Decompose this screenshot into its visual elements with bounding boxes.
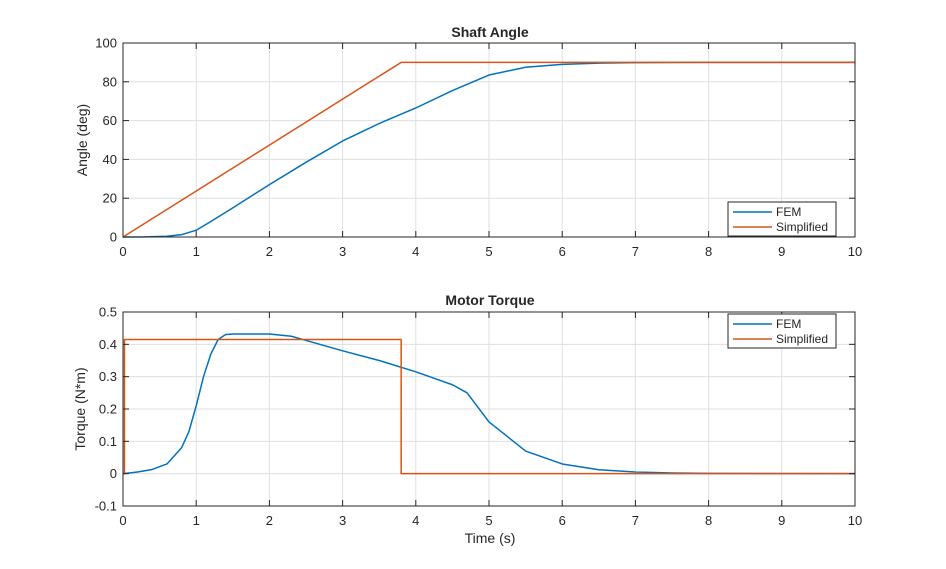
y-tick-label: 40: [103, 152, 117, 167]
x-tick-label: 1: [193, 244, 200, 259]
y-tick-label: 0.3: [99, 369, 117, 384]
x-tick-label: 7: [632, 244, 639, 259]
y-tick-label: -0.1: [95, 499, 117, 514]
x-tick-label: 2: [266, 244, 273, 259]
x-tick-label: 4: [412, 244, 419, 259]
x-tick-label: 5: [485, 513, 492, 528]
y-tick-label: 0.1: [99, 434, 117, 449]
legend-entry-label: FEM: [776, 205, 801, 219]
series-line-fem: [122, 333, 856, 475]
shaft-angle-chart: Shaft Angle Angle (deg) 0 1 2 3 4 5 6 7 8 9 100204…: [74, 24, 862, 259]
y-tick-label: 0: [110, 230, 117, 245]
y-tick-label: 60: [103, 113, 117, 128]
series-line-fem: [122, 61, 855, 238]
x-tick-label: 6: [559, 513, 566, 528]
x-tick-label: 3: [339, 244, 346, 259]
x-tick-label: 8: [705, 244, 712, 259]
y-tick-label: 100: [95, 36, 117, 51]
legend-entry-label: FEM: [776, 317, 801, 331]
y-tick-label: 0.5: [99, 305, 117, 320]
y-axis-label: Angle (deg): [74, 104, 90, 176]
x-tick-label: 0: [119, 513, 126, 528]
legend-entry-label: Simplified: [776, 332, 828, 346]
x-tick-label: 3: [339, 513, 346, 528]
motor-torque-chart: Motor Torque Torque (N*m) Time (s) 0 1 2 3 4…: [72, 292, 862, 546]
legend-box: [727, 201, 837, 237]
legend-box: [727, 313, 837, 349]
x-tick-label: 8: [705, 513, 712, 528]
x-tick-label: 1: [193, 513, 200, 528]
x-tick-label: 4: [412, 513, 419, 528]
x-tick-label: 7: [632, 513, 639, 528]
chart-title: Shaft Angle: [451, 24, 528, 40]
x-axis-label: Time (s): [465, 530, 516, 546]
x-tick-label: 2: [266, 513, 273, 528]
x-tick-label: 0: [119, 244, 126, 259]
y-tick-label: 0.4: [99, 337, 117, 352]
y-tick-label: 0.2: [99, 402, 117, 417]
legend-entry-label: Simplified: [776, 220, 828, 234]
x-tick-label: 10: [848, 244, 862, 259]
x-tick-label: 6: [559, 244, 566, 259]
y-tick-label: 20: [103, 191, 117, 206]
x-tick-label: 5: [485, 244, 492, 259]
x-tick-label: 9: [778, 244, 785, 259]
x-tick-label: 9: [778, 513, 785, 528]
chart-title: Motor Torque: [445, 292, 534, 308]
y-tick-label: 0: [110, 466, 117, 481]
y-tick-label: 80: [103, 74, 117, 89]
series-line-simplified: [122, 61, 855, 238]
x-tick-label: 10: [848, 513, 862, 528]
y-axis-label: Torque (N*m): [72, 367, 88, 450]
